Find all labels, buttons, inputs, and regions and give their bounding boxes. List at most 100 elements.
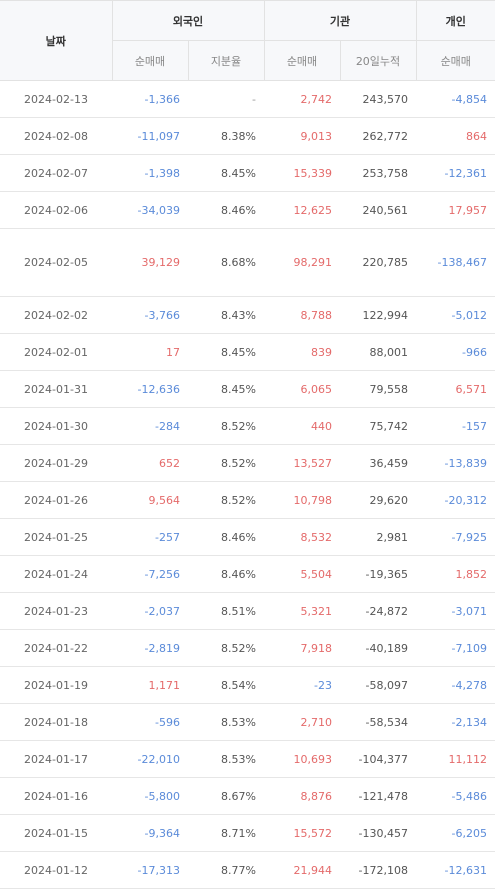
table-row: 2024-01-30 -284 8.52% 440 75,742 -157 <box>0 407 495 445</box>
cell-institution-net: 440 <box>264 407 340 445</box>
header-institution-net: 순매매 <box>263 40 341 81</box>
cell-foreign-net: -7,256 <box>112 555 188 593</box>
cell-foreign-share: 8.52% <box>188 407 264 445</box>
cell-individual-net: 11,112 <box>416 740 495 778</box>
cell-individual-net: -2,134 <box>416 703 495 741</box>
cell-institution-cum20: -121,478 <box>340 777 416 815</box>
cell-foreign-net: -1,366 <box>112 80 188 118</box>
cell-foreign-share: 8.68% <box>188 228 264 297</box>
header-foreign-share: 지분율 <box>187 40 265 81</box>
cell-individual-net: -5,486 <box>416 777 495 815</box>
cell-institution-cum20: 2,981 <box>340 518 416 556</box>
cell-foreign-share: 8.53% <box>188 740 264 778</box>
table-row: 2024-02-07 -1,398 8.45% 15,339 253,758 -12,36… <box>0 154 495 192</box>
cell-date: 2024-01-19 <box>0 666 112 704</box>
cell-date: 2024-02-02 <box>0 296 112 334</box>
cell-date: 2024-02-13 <box>0 80 112 118</box>
header-individual-net: 순매매 <box>415 40 495 81</box>
cell-individual-net: -138,467 <box>416 228 495 297</box>
table-row: 2024-02-01 17 8.45% 839 88,001 -966 <box>0 333 495 371</box>
cell-institution-net: 10,693 <box>264 740 340 778</box>
header-date: 날짜 <box>0 0 113 81</box>
cell-institution-net: 98,291 <box>264 228 340 297</box>
cell-date: 2024-01-17 <box>0 740 112 778</box>
cell-date: 2024-01-15 <box>0 814 112 852</box>
cell-institution-net: 8,876 <box>264 777 340 815</box>
cell-institution-cum20: -24,872 <box>340 592 416 630</box>
cell-institution-cum20: 29,620 <box>340 481 416 519</box>
header-individual: 개인 <box>415 0 495 41</box>
table-row: 2024-01-18 -596 8.53% 2,710 -58,534 -2,134 <box>0 703 495 741</box>
header-foreign: 외국인 <box>111 0 265 41</box>
cell-foreign-share: 8.46% <box>188 555 264 593</box>
cell-foreign-net: -12,636 <box>112 370 188 408</box>
cell-foreign-net: -284 <box>112 407 188 445</box>
cell-institution-net: 5,504 <box>264 555 340 593</box>
cell-institution-net: 2,710 <box>264 703 340 741</box>
cell-foreign-share: 8.38% <box>188 117 264 155</box>
table-row: 2024-01-22 -2,819 8.52% 7,918 -40,189 -7,109 <box>0 629 495 667</box>
cell-foreign-share: 8.53% <box>188 703 264 741</box>
cell-institution-net: 6,065 <box>264 370 340 408</box>
cell-individual-net: -966 <box>416 333 495 371</box>
header-institution-cum20: 20일누적 <box>339 40 417 81</box>
cell-institution-cum20: 122,994 <box>340 296 416 334</box>
cell-foreign-share: 8.52% <box>188 629 264 667</box>
cell-foreign-share: 8.43% <box>188 296 264 334</box>
cell-institution-cum20: 262,772 <box>340 117 416 155</box>
cell-foreign-net: -9,364 <box>112 814 188 852</box>
cell-institution-cum20: 253,758 <box>340 154 416 192</box>
cell-date: 2024-01-25 <box>0 518 112 556</box>
cell-institution-cum20: -40,189 <box>340 629 416 667</box>
table-row: 2024-01-24 -7,256 8.46% 5,504 -19,365 1,852 <box>0 555 495 593</box>
cell-individual-net: -7,109 <box>416 629 495 667</box>
cell-individual-net: -4,278 <box>416 666 495 704</box>
cell-date: 2024-01-23 <box>0 592 112 630</box>
cell-foreign-net: -2,037 <box>112 592 188 630</box>
cell-individual-net: -157 <box>416 407 495 445</box>
cell-foreign-net: 9,564 <box>112 481 188 519</box>
table-row: 2024-02-02 -3,766 8.43% 8,788 122,994 -5,012 <box>0 296 495 334</box>
cell-foreign-share: 8.77% <box>188 851 264 889</box>
cell-institution-cum20: 88,001 <box>340 333 416 371</box>
cell-institution-cum20: -19,365 <box>340 555 416 593</box>
header-institution: 기관 <box>263 0 417 41</box>
table-row: 2024-02-05 39,129 8.68% 98,291 220,785 -138,4… <box>0 228 495 297</box>
cell-date: 2024-01-29 <box>0 444 112 482</box>
cell-foreign-share: 8.46% <box>188 191 264 229</box>
cell-foreign-share: 8.45% <box>188 154 264 192</box>
cell-institution-cum20: 243,570 <box>340 80 416 118</box>
cell-institution-net: -23 <box>264 666 340 704</box>
cell-institution-cum20: -58,097 <box>340 666 416 704</box>
cell-date: 2024-02-08 <box>0 117 112 155</box>
cell-individual-net: -4,854 <box>416 80 495 118</box>
cell-date: 2024-02-07 <box>0 154 112 192</box>
cell-institution-cum20: -130,457 <box>340 814 416 852</box>
cell-foreign-share: 8.51% <box>188 592 264 630</box>
cell-date: 2024-02-01 <box>0 333 112 371</box>
cell-foreign-net: -22,010 <box>112 740 188 778</box>
table-row: 2024-01-25 -257 8.46% 8,532 2,981 -7,925 <box>0 518 495 556</box>
cell-institution-net: 10,798 <box>264 481 340 519</box>
cell-institution-cum20: 36,459 <box>340 444 416 482</box>
cell-foreign-net: -11,097 <box>112 117 188 155</box>
cell-foreign-share: 8.67% <box>188 777 264 815</box>
table-row: 2024-01-31 -12,636 8.45% 6,065 79,558 6,571 <box>0 370 495 408</box>
table-row: 2024-01-15 -9,364 8.71% 15,572 -130,457 -6,20… <box>0 814 495 852</box>
cell-date: 2024-01-26 <box>0 481 112 519</box>
cell-institution-net: 12,625 <box>264 191 340 229</box>
cell-foreign-share: 8.54% <box>188 666 264 704</box>
cell-foreign-net: -1,398 <box>112 154 188 192</box>
table-row: 2024-01-26 9,564 8.52% 10,798 29,620 -20,312 <box>0 481 495 519</box>
cell-individual-net: 1,852 <box>416 555 495 593</box>
cell-date: 2024-01-24 <box>0 555 112 593</box>
table-row: 2024-02-13 -1,366-2,742 243,570 -4,854 <box>0 80 495 118</box>
cell-institution-net: 8,532 <box>264 518 340 556</box>
cell-individual-net: -12,631 <box>416 851 495 889</box>
table-row: 2024-01-12 -17,313 8.77% 21,944 -172,108 -12,… <box>0 851 495 889</box>
cell-individual-net: 6,571 <box>416 370 495 408</box>
cell-foreign-net: 652 <box>112 444 188 482</box>
cell-foreign-share: 8.52% <box>188 444 264 482</box>
table-row: 2024-02-06 -34,039 8.46% 12,625 240,561 17,95… <box>0 191 495 229</box>
